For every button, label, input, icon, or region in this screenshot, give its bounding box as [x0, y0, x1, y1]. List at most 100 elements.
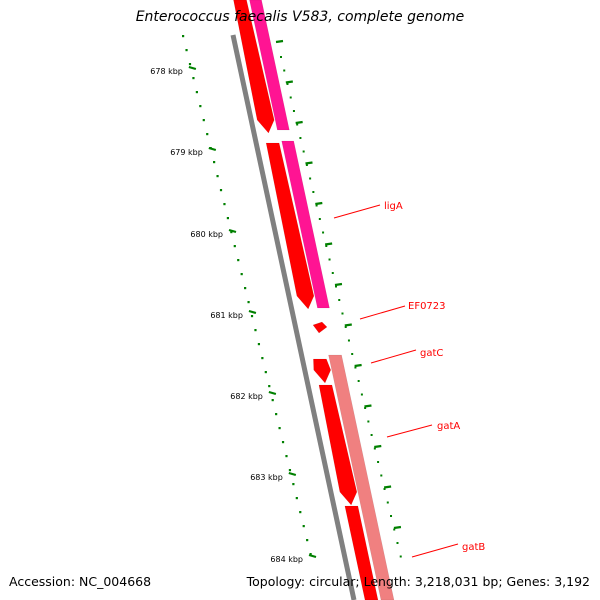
strand-dot [289, 96, 292, 99]
gene-label: EF0723 [408, 301, 446, 312]
scale-dot [257, 343, 261, 346]
map-title: Enterococcus faecalis V583, complete gen… [135, 9, 465, 25]
scale-dot [302, 525, 305, 528]
strand-dot [373, 447, 376, 450]
scale-tick [308, 553, 317, 559]
strand-dash [305, 161, 313, 165]
strand-dot [296, 123, 299, 126]
cds-feature [265, 142, 315, 310]
gene-label: gatB [462, 542, 485, 553]
gene-label: gatA [437, 421, 460, 432]
scale-dot [226, 217, 229, 220]
strand-dot [318, 218, 321, 220]
scale-dot [219, 189, 223, 192]
strand-dot [370, 434, 373, 436]
strand-dot [347, 339, 350, 342]
cds-feature-magenta-liga [281, 140, 330, 309]
scale-dot [199, 105, 202, 108]
strand-dash [275, 39, 284, 44]
genome-backbone [230, 34, 357, 600]
scale-dot [285, 455, 288, 458]
strand-dot [315, 204, 318, 207]
cds-feature [313, 358, 332, 384]
strand-dot [325, 245, 328, 247]
cds-feature [318, 384, 358, 506]
strand-dash [295, 120, 303, 125]
scale-dot [281, 441, 285, 444]
scale-dot [213, 161, 216, 164]
strand-dot [390, 515, 393, 517]
scale-dot [288, 469, 292, 472]
scale-dot [233, 245, 236, 248]
strand-dot [357, 380, 360, 382]
strand-dot [312, 191, 315, 193]
cds-feature [233, 0, 275, 134]
cds-feature-magenta [249, 0, 290, 131]
scale-dot [230, 231, 233, 234]
scale-dot [188, 63, 192, 66]
strand-dot [396, 542, 399, 544]
scale-dot [275, 413, 278, 416]
scale-tick-label: 681 kbp [210, 311, 243, 320]
strand-dash [354, 363, 362, 368]
scale-dot [254, 329, 257, 332]
scale-tick [268, 390, 277, 396]
scale-tick [248, 309, 257, 315]
scale-dot [185, 49, 188, 52]
scale-dot [278, 427, 281, 430]
scale-tick [208, 146, 217, 152]
scale-dot [306, 539, 309, 542]
scale-tick-label: 682 kbp [230, 392, 263, 401]
strand-dot [351, 353, 354, 355]
scale-dot [271, 399, 274, 402]
strand-dot [302, 150, 305, 153]
strand-dot [399, 555, 402, 558]
gene-label-leader [411, 543, 459, 558]
scale-dot [237, 259, 240, 262]
scale-tick [288, 471, 297, 477]
scale-dot [299, 511, 302, 514]
cds-feature [344, 505, 379, 600]
scale-dot [192, 77, 195, 80]
strand-dot [364, 407, 367, 409]
scale-dot [309, 553, 312, 556]
strand-dash [334, 282, 343, 287]
strand-dot [393, 528, 396, 531]
scale-dot [295, 497, 298, 500]
scale-dot [195, 91, 198, 94]
gene-label: ligA [384, 201, 403, 212]
strand-dot [299, 137, 302, 139]
scale-tick-label: 683 kbp [250, 473, 283, 482]
strand-dash [285, 80, 293, 84]
strand-dash [324, 242, 333, 246]
scale-tick-label: 678 kbp [150, 67, 183, 76]
gene-label-leader [370, 349, 417, 364]
strand-dot [305, 164, 308, 166]
strand-dot [283, 69, 286, 72]
strand-dot [341, 312, 344, 315]
scale-tick [228, 228, 237, 234]
scale-dot [182, 35, 185, 38]
strand-dot [309, 177, 312, 180]
gene-label-leader [333, 204, 381, 219]
strand-dot [344, 326, 347, 328]
strand-dot [386, 501, 389, 504]
scale-dot [223, 203, 226, 206]
strand-dash [315, 201, 323, 206]
strand-dot [331, 272, 334, 274]
strand-dot [383, 488, 386, 490]
strand-dot [377, 461, 380, 463]
scale-dot [202, 119, 205, 122]
strand-dot [360, 393, 363, 396]
strand-dash [393, 525, 402, 530]
cds-feature-salmon [328, 354, 395, 600]
scale-dot [292, 483, 295, 486]
strand-dot [335, 285, 338, 288]
strand-dot [354, 366, 357, 369]
gene-label: gatC [420, 348, 443, 359]
strand-dash [383, 485, 392, 489]
strand-dot [280, 56, 282, 58]
strand-dash [364, 404, 372, 408]
